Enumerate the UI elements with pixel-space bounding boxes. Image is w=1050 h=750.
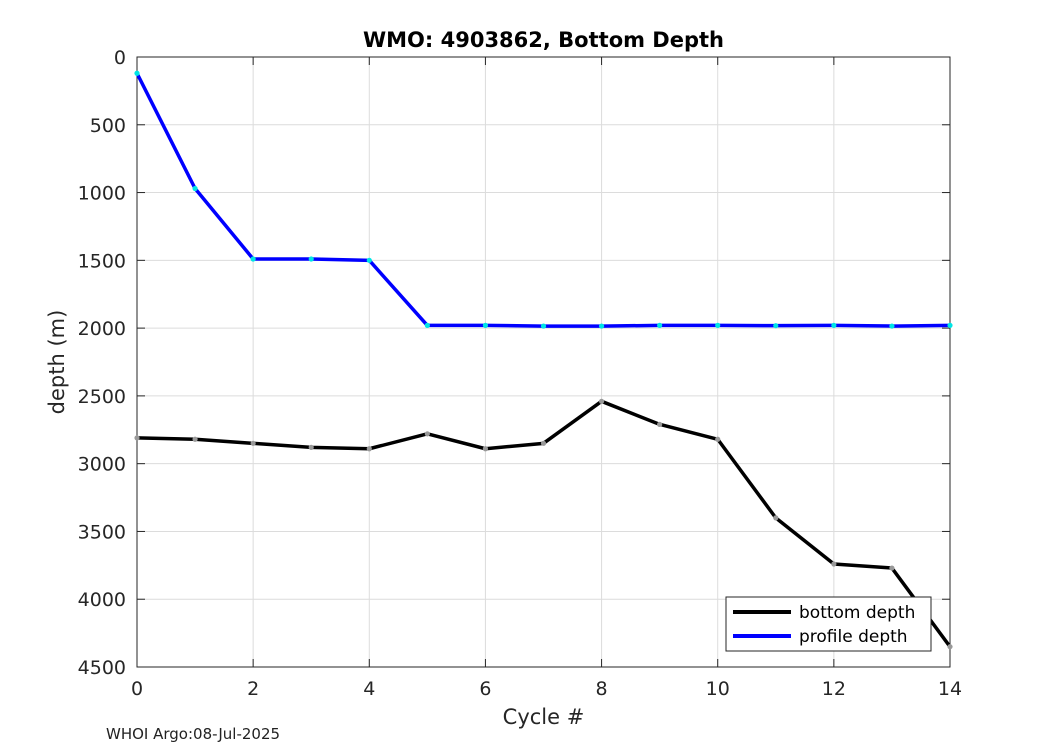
data-point-bottom-depth [482,446,489,452]
data-point-profile-depth [657,322,663,328]
legend-box [725,596,932,652]
data-point-profile-depth [308,256,314,262]
data-point-profile-depth [540,323,547,329]
x-axis-label: Cycle # [503,705,585,729]
legend-label: profile depth [799,627,908,647]
x-tick-label: 6 [479,678,491,700]
y-tick-label: 1000 [78,183,126,205]
footer-credit: WHOI Argo:08-Jul-2025 [106,725,281,743]
data-point-profile-depth [250,256,256,262]
data-point-bottom-depth [715,436,721,442]
y-tick-label: 500 [90,115,126,137]
x-tick-label: 0 [131,678,143,700]
y-tick-label: 2500 [78,386,126,408]
x-tick-label: 2 [247,678,259,700]
y-tick-label: 1500 [78,250,126,272]
data-point-bottom-depth [657,421,663,427]
x-tick-label: 10 [706,678,730,700]
data-point-bottom-depth [598,398,605,404]
chart-title: WMO: 4903862, Bottom Depth [363,28,724,52]
data-point-profile-depth [482,322,489,328]
data-point-bottom-depth [366,446,372,452]
y-tick-label: 0 [114,47,126,69]
data-point-bottom-depth [947,644,953,650]
data-point-profile-depth [134,70,140,76]
data-point-profile-depth [424,322,430,328]
data-point-bottom-depth [250,440,256,446]
data-point-profile-depth [598,323,605,329]
y-tick-label: 4000 [78,589,126,611]
y-tick-label: 4500 [78,657,126,679]
y-tick-label: 3500 [78,521,126,543]
data-point-profile-depth [366,257,372,263]
x-tick-label: 12 [822,678,846,700]
y-tick-label: 2000 [78,318,126,340]
x-tick-label: 14 [938,678,962,700]
plot-area [137,57,950,667]
data-point-bottom-depth [773,515,779,521]
y-tick-label: 3000 [78,454,126,476]
y-axis-label: depth (m) [45,310,69,415]
data-point-bottom-depth [540,440,547,446]
data-point-profile-depth [831,322,837,328]
axes-box [136,56,951,668]
data-point-profile-depth [715,322,721,328]
data-point-bottom-depth [831,561,837,567]
data-point-bottom-depth [889,565,895,571]
data-point-profile-depth [889,323,895,329]
data-point-bottom-depth [424,431,430,437]
data-point-profile-depth [773,323,779,329]
data-point-profile-depth [947,322,953,328]
data-point-bottom-depth [134,435,140,441]
data-point-profile-depth [192,185,198,192]
data-point-bottom-depth [308,444,314,450]
legend-label: bottom depth [799,603,915,623]
x-tick-label: 8 [596,678,608,700]
x-tick-label: 4 [363,678,375,700]
data-point-bottom-depth [192,436,198,442]
